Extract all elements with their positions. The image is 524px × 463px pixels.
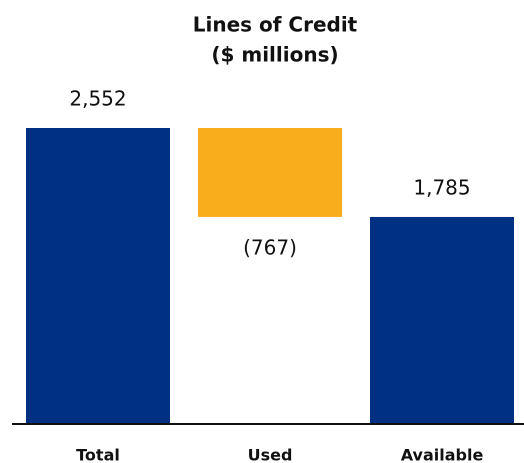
bar (26, 128, 170, 424)
chart-subtitle: ($ millions) (211, 43, 338, 67)
bar (198, 128, 342, 217)
x-tick-label: Available (401, 446, 484, 463)
value-label: (767) (243, 235, 297, 259)
bar (370, 216, 514, 424)
value-label: 1,785 (413, 175, 470, 199)
x-tick-label: Used (248, 446, 293, 463)
x-tick-label: Total (76, 446, 120, 463)
chart-title: Lines of Credit (193, 13, 358, 37)
value-label: 2,552 (69, 87, 126, 111)
